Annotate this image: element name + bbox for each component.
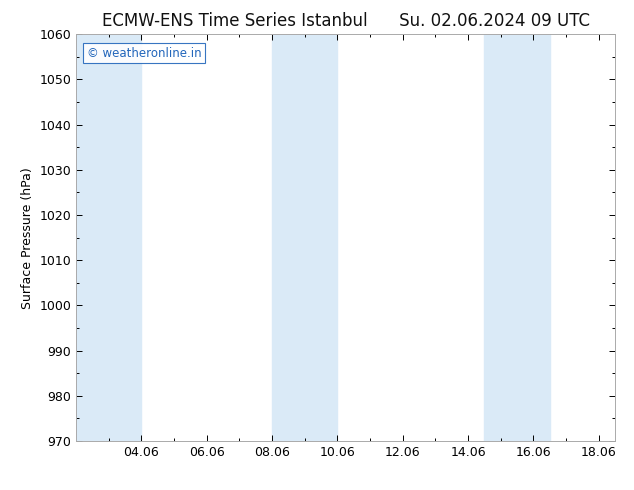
Y-axis label: Surface Pressure (hPa): Surface Pressure (hPa) — [21, 167, 34, 309]
Text: © weatheronline.in: © weatheronline.in — [87, 47, 202, 59]
Bar — [484, 34, 550, 441]
Bar — [76, 34, 141, 441]
Bar — [272, 34, 337, 441]
Title: ECMW-ENS Time Series Istanbul      Su. 02.06.2024 09 UTC: ECMW-ENS Time Series Istanbul Su. 02.06.… — [101, 12, 590, 30]
